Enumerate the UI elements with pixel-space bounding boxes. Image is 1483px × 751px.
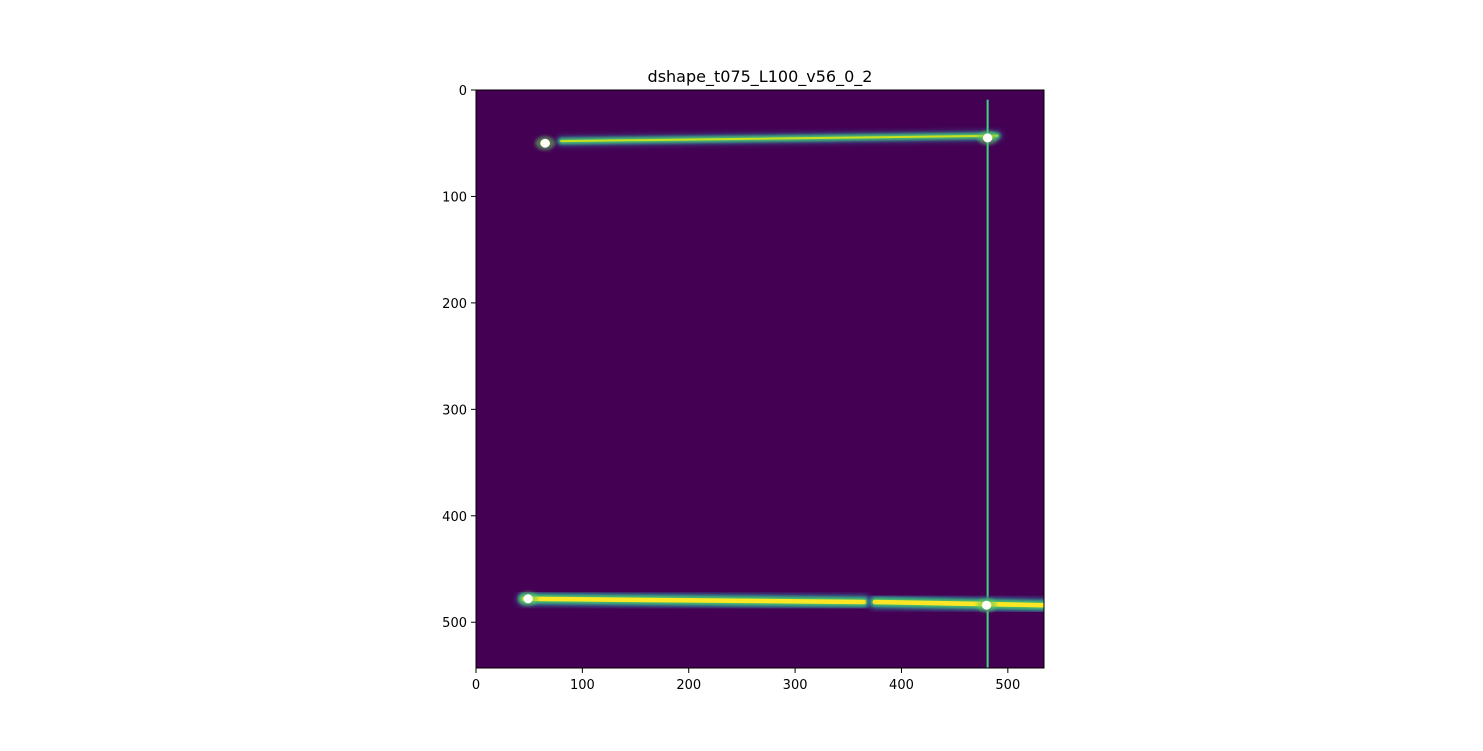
- heatmap-ridge: [556, 131, 1002, 146]
- y-tick-label: 300: [442, 403, 467, 418]
- x-tick-label: 400: [889, 678, 914, 693]
- marker-point: [982, 600, 992, 610]
- chart-title: dshape_t075_L100_v56_0_2: [648, 67, 873, 87]
- y-axis: 0 100 200 300 400 500: [442, 84, 476, 631]
- x-tick-label: 200: [676, 678, 701, 693]
- ridge-band: [521, 596, 867, 605]
- ridge-band: [560, 134, 999, 143]
- marker-point: [540, 138, 550, 148]
- x-tick-label: 300: [783, 678, 808, 693]
- plot-frame: [475, 89, 1045, 669]
- y-tick-label: 0: [459, 84, 467, 99]
- y-tick-label: 100: [442, 190, 467, 205]
- heatmap-ridge: [516, 591, 872, 610]
- x-tick-label: 0: [472, 678, 480, 693]
- plot-area: [476, 90, 1044, 668]
- x-tick-label: 500: [995, 678, 1020, 693]
- marker-point: [983, 133, 993, 143]
- x-tick-label: 100: [570, 678, 595, 693]
- y-tick-label: 400: [442, 510, 467, 525]
- marker-point: [523, 594, 533, 604]
- heatmap-background: [476, 90, 1044, 668]
- heatmap-ridges: [516, 98, 1044, 668]
- y-tick-label: 200: [442, 297, 467, 312]
- x-axis: 0 100 200 300 400 500: [472, 668, 1020, 693]
- heatmap-ridge: [867, 595, 1044, 613]
- heatmap-markers: [523, 133, 993, 610]
- y-tick-label: 500: [442, 616, 467, 631]
- ridge-band: [872, 599, 1044, 608]
